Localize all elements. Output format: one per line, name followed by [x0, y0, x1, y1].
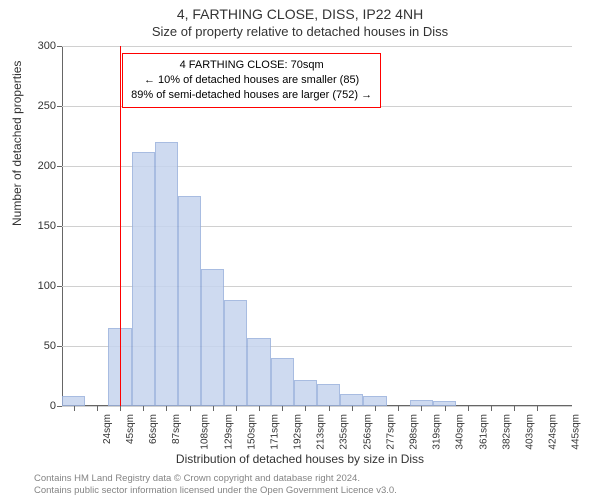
xtick-mark — [398, 406, 399, 411]
annotation-line: ← 10% of detached houses are smaller (85… — [131, 73, 372, 88]
xtick-label: 24sqm — [102, 414, 113, 444]
xtick-label: 66sqm — [148, 414, 159, 444]
xtick-mark — [375, 406, 376, 411]
xtick-mark — [190, 406, 191, 411]
histogram-bar — [247, 338, 270, 406]
xtick-mark — [537, 406, 538, 411]
xtick-label: 340sqm — [455, 414, 466, 450]
xtick-mark — [468, 406, 469, 411]
chart-title-main: 4, FARTHING CLOSE, DISS, IP22 4NH — [0, 0, 600, 22]
xtick-label: 171sqm — [269, 414, 280, 450]
xtick-mark — [514, 406, 515, 411]
ytick-label: 300 — [16, 40, 56, 52]
xtick-label: 192sqm — [293, 414, 304, 450]
xtick-label: 277sqm — [385, 414, 396, 450]
footer-line-2: Contains public sector information licen… — [34, 485, 397, 496]
ytick-label: 0 — [16, 400, 56, 412]
annotation-line: 89% of semi-detached houses are larger (… — [131, 88, 372, 103]
histogram-bar — [271, 358, 294, 406]
chart-title-sub: Size of property relative to detached ho… — [0, 22, 600, 39]
histogram-bar — [132, 152, 155, 406]
xtick-label: 361sqm — [478, 414, 489, 450]
ytick-mark — [57, 406, 62, 407]
xtick-mark — [305, 406, 306, 411]
histogram-bar — [340, 394, 363, 406]
ytick-mark — [57, 46, 62, 47]
xtick-mark — [97, 406, 98, 411]
xtick-label: 256sqm — [362, 414, 373, 450]
xtick-label: 150sqm — [246, 414, 257, 450]
xtick-label: 87sqm — [171, 414, 182, 444]
xtick-label: 235sqm — [339, 414, 350, 450]
xtick-mark — [352, 406, 353, 411]
ytick-label: 100 — [16, 280, 56, 292]
histogram-bar — [363, 396, 386, 406]
histogram-bar — [62, 396, 85, 406]
histogram-bar — [178, 196, 201, 406]
xtick-mark — [491, 406, 492, 411]
histogram-bar — [155, 142, 178, 406]
histogram-bar — [224, 300, 247, 406]
xtick-mark — [259, 406, 260, 411]
histogram-bar — [201, 269, 224, 406]
histogram-bar — [317, 384, 340, 406]
xtick-label: 445sqm — [571, 414, 582, 450]
xtick-label: 382sqm — [501, 414, 512, 450]
xtick-label: 45sqm — [125, 414, 136, 444]
chart-plot-area: 05010015020025030024sqm45sqm66sqm87sqm10… — [62, 46, 572, 406]
xtick-mark — [166, 406, 167, 411]
ytick-mark — [57, 286, 62, 287]
xtick-label: 319sqm — [432, 414, 443, 450]
xtick-mark — [74, 406, 75, 411]
xtick-label: 403sqm — [524, 414, 535, 450]
ytick-mark — [57, 226, 62, 227]
marker-line — [120, 46, 122, 406]
xtick-mark — [213, 406, 214, 411]
xtick-mark — [445, 406, 446, 411]
xtick-mark — [120, 406, 121, 411]
xtick-label: 298sqm — [409, 414, 420, 450]
annotation-line: 4 FARTHING CLOSE: 70sqm — [131, 58, 372, 73]
ytick-label: 50 — [16, 340, 56, 352]
gridline — [62, 46, 572, 47]
histogram-bar — [294, 380, 317, 406]
xtick-label: 129sqm — [223, 414, 234, 450]
annotation-box: 4 FARTHING CLOSE: 70sqm← 10% of detached… — [122, 53, 381, 108]
footer-attribution: Contains HM Land Registry data © Crown c… — [34, 473, 397, 496]
footer-line-1: Contains HM Land Registry data © Crown c… — [34, 473, 397, 484]
ytick-mark — [57, 166, 62, 167]
xtick-label: 108sqm — [200, 414, 211, 450]
y-axis-label: Number of detached properties — [10, 61, 24, 226]
xtick-label: 424sqm — [548, 414, 559, 450]
xtick-mark — [143, 406, 144, 411]
ytick-mark — [57, 106, 62, 107]
xtick-mark — [236, 406, 237, 411]
gridline — [62, 406, 572, 407]
xtick-mark — [282, 406, 283, 411]
xtick-mark — [421, 406, 422, 411]
xtick-mark — [329, 406, 330, 411]
ytick-mark — [57, 346, 62, 347]
x-axis-label: Distribution of detached houses by size … — [0, 452, 600, 466]
xtick-label: 213sqm — [316, 414, 327, 450]
